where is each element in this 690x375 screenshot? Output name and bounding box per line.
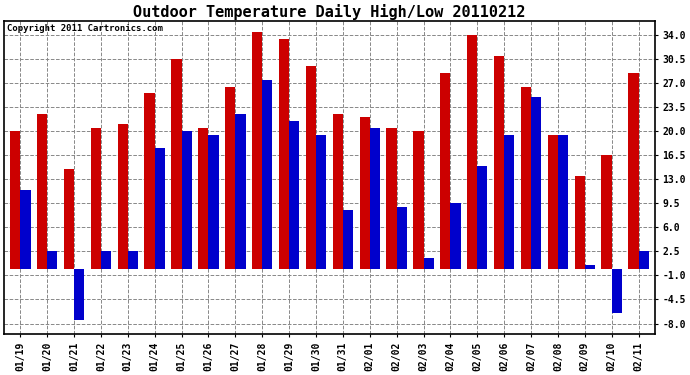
Bar bbox=[10, 131, 20, 268]
Bar bbox=[208, 135, 219, 268]
Bar bbox=[198, 128, 208, 268]
Bar bbox=[235, 114, 246, 268]
Bar bbox=[20, 190, 30, 268]
Bar bbox=[359, 117, 370, 268]
Bar bbox=[90, 128, 101, 268]
Bar bbox=[144, 93, 155, 268]
Bar bbox=[440, 73, 451, 268]
Bar bbox=[611, 268, 622, 313]
Bar bbox=[477, 165, 488, 268]
Bar bbox=[451, 203, 461, 268]
Bar bbox=[128, 251, 138, 268]
Bar bbox=[343, 210, 353, 268]
Bar bbox=[279, 39, 289, 268]
Bar bbox=[101, 251, 111, 268]
Bar bbox=[558, 135, 568, 268]
Bar bbox=[37, 114, 47, 268]
Bar bbox=[155, 148, 165, 268]
Bar bbox=[316, 135, 326, 268]
Bar bbox=[602, 155, 611, 268]
Bar bbox=[225, 87, 235, 268]
Bar bbox=[585, 265, 595, 268]
Title: Outdoor Temperature Daily High/Low 20110212: Outdoor Temperature Daily High/Low 20110… bbox=[133, 4, 526, 20]
Bar bbox=[262, 80, 273, 268]
Bar bbox=[333, 114, 343, 268]
Bar bbox=[413, 131, 424, 268]
Bar bbox=[638, 251, 649, 268]
Bar bbox=[504, 135, 514, 268]
Bar bbox=[74, 268, 84, 320]
Bar bbox=[47, 251, 57, 268]
Bar bbox=[64, 169, 74, 268]
Bar bbox=[575, 176, 585, 268]
Text: Copyright 2011 Cartronics.com: Copyright 2011 Cartronics.com bbox=[8, 24, 164, 33]
Bar bbox=[386, 128, 397, 268]
Bar bbox=[548, 135, 558, 268]
Bar bbox=[370, 128, 380, 268]
Bar bbox=[629, 73, 638, 268]
Bar bbox=[289, 121, 299, 268]
Bar bbox=[171, 59, 181, 268]
Bar bbox=[306, 66, 316, 268]
Bar bbox=[467, 35, 477, 268]
Bar bbox=[181, 131, 192, 268]
Bar bbox=[117, 124, 128, 268]
Bar bbox=[252, 32, 262, 268]
Bar bbox=[494, 56, 504, 268]
Bar bbox=[521, 87, 531, 268]
Bar bbox=[424, 258, 434, 268]
Bar bbox=[397, 207, 407, 268]
Bar bbox=[531, 97, 541, 268]
